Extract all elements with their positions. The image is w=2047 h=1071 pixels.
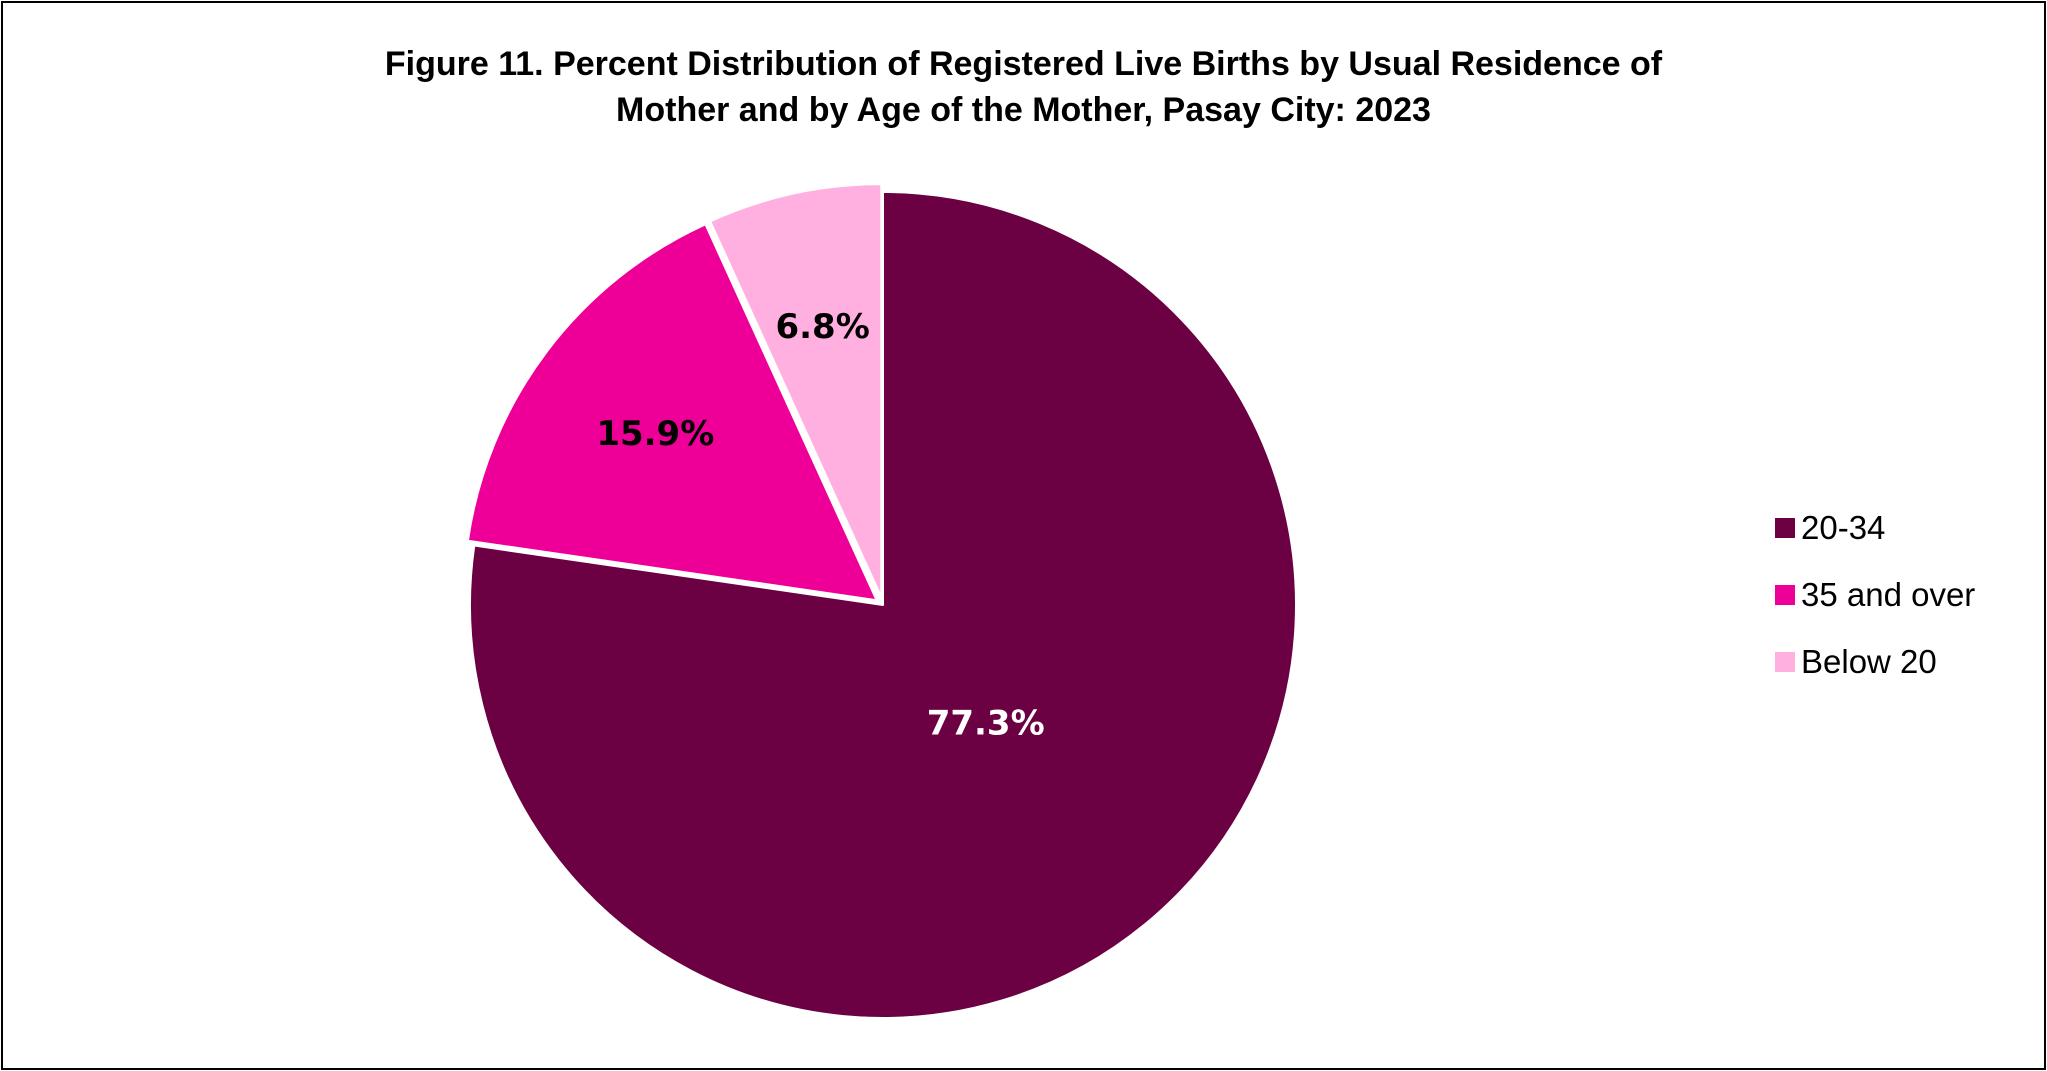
legend-label-below-20: Below 20	[1801, 643, 1937, 680]
chart-title: Figure 11. Percent Distribution of Regis…	[3, 41, 2044, 133]
legend-swatch-below-20	[1775, 652, 1795, 673]
chart-title-line-2: Mother and by Age of the Mother, Pasay C…	[616, 91, 1431, 129]
legend-item-below-20: Below 20	[1775, 642, 1937, 682]
pie-slice-below-20	[709, 183, 883, 599]
pie-slices	[466, 183, 1297, 1019]
pie-data-labels: 77.3% 15.9% 6.8%	[596, 307, 1044, 744]
data-label-below-20: 6.8%	[775, 307, 869, 347]
chart-title-line-1: Figure 11. Percent Distribution of Regis…	[384, 45, 1663, 83]
data-label-20-34: 77.3%	[927, 704, 1045, 744]
legend-label-35-and-over: 35 and over	[1801, 576, 1976, 613]
data-label-35-and-over: 15.9%	[596, 414, 714, 454]
legend-label-20-34: 20-34	[1801, 509, 1886, 546]
legend-item-20-34: 20-34	[1775, 508, 1885, 548]
pie-slice-20-34	[469, 191, 1297, 1019]
legend-item-35-and-over: 35 and over	[1775, 575, 1975, 615]
legend-swatch-35-and-over	[1775, 585, 1795, 606]
pie-slice-35-and-over	[466, 223, 878, 602]
legend-swatch-20-34	[1775, 518, 1795, 539]
